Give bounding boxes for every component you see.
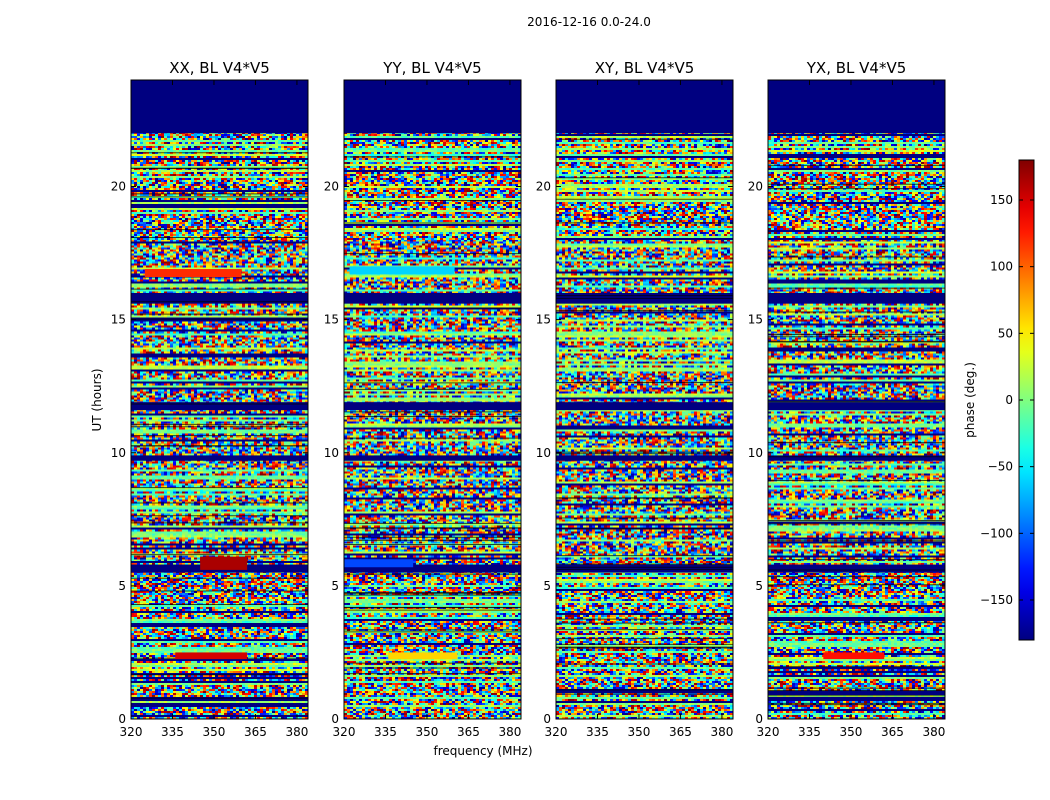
y-tick-label: 15: [111, 313, 126, 327]
x-tick-label: 320: [120, 725, 143, 739]
y-tick-label: 0: [331, 712, 339, 726]
no-data-band: [344, 402, 521, 411]
no-data-band: [768, 564, 945, 573]
y-tick-label: 10: [111, 446, 126, 460]
panel-yy: YY, BL V4*V5 320 335 350 365 380 0 5 10 15 20: [324, 59, 522, 739]
no-data-band: [556, 455, 733, 461]
y-tick-label: 5: [755, 579, 763, 593]
phase-feature: [344, 559, 414, 568]
panel-title: XX, BL V4*V5: [169, 59, 270, 77]
phase-heatmap: [131, 80, 308, 719]
no-data-band: [556, 564, 733, 573]
panel-xy: XY, BL V4*V5 320 335 350 365 380 0 5 10 15 20: [536, 59, 734, 739]
panel-title: YY, BL V4*V5: [382, 59, 481, 77]
x-tick-label: 320: [757, 725, 780, 739]
y-tick-label: 10: [748, 446, 763, 460]
y-tick-label: 5: [118, 579, 126, 593]
x-tick-label: 365: [669, 725, 692, 739]
colorbar-tick-label: 100: [990, 260, 1013, 274]
figure-suptitle: 2016-12-16 0.0-24.0: [527, 15, 651, 29]
y-tick-label: 15: [536, 313, 551, 327]
no-data-band: [768, 293, 945, 304]
phase-heatmap: [344, 80, 521, 719]
x-tick-label: 380: [922, 725, 945, 739]
y-tick-label: 0: [543, 712, 551, 726]
y-tick-label: 0: [755, 712, 763, 726]
no-data-band: [131, 455, 308, 461]
y-axis-label: UT (hours): [90, 368, 104, 431]
x-axis-label: frequency (MHz): [433, 744, 532, 758]
panel-frame: [343, 79, 522, 720]
y-tick-label: 5: [543, 579, 551, 593]
y-tick-label: 10: [324, 446, 339, 460]
phase-feature: [175, 652, 248, 660]
no-data-band: [344, 80, 521, 134]
y-tick-label: 0: [118, 712, 126, 726]
no-data-band: [344, 455, 521, 461]
x-tick-label: 380: [498, 725, 521, 739]
colorbar-tick-label: 150: [990, 193, 1013, 207]
colorbar-tick-label: −50: [988, 460, 1013, 474]
x-tick-label: 350: [840, 725, 863, 739]
phase-feature: [144, 269, 242, 278]
phase-heatmap: [768, 80, 945, 719]
no-data-band: [344, 293, 521, 304]
x-tick-label: 365: [881, 725, 904, 739]
panel-title: XY, BL V4*V5: [595, 59, 695, 77]
y-tick-label: 5: [331, 579, 339, 593]
x-tick-label: 335: [161, 725, 184, 739]
panel-yx: YX, BL V4*V5 320 335 350 365 380 0 5 10 15 20: [748, 59, 946, 739]
phase-heatmap: [556, 80, 733, 719]
x-tick-label: 380: [285, 725, 308, 739]
x-tick-label: 320: [545, 725, 568, 739]
no-data-band: [768, 80, 945, 134]
phase-feature: [200, 556, 248, 570]
x-tick-label: 350: [203, 725, 226, 739]
panel-title: YX, BL V4*V5: [806, 59, 907, 77]
colorbar: 150 100 50 0 −50 −100 −150: [980, 159, 1035, 641]
y-tick-label: 15: [324, 313, 339, 327]
x-tick-label: 365: [244, 725, 267, 739]
no-data-band: [768, 402, 945, 411]
y-tick-label: 10: [536, 446, 551, 460]
x-tick-label: 335: [798, 725, 821, 739]
x-tick-label: 350: [416, 725, 439, 739]
no-data-band: [131, 402, 308, 411]
x-tick-label: 380: [710, 725, 733, 739]
no-data-band: [131, 80, 308, 134]
panel-frame: [767, 79, 946, 720]
colorbar-tick-label: −150: [980, 593, 1013, 607]
panel-xx: XX, BL V4*V5 320 335 350 365 380 0 5 10 15 20: [111, 59, 309, 739]
no-data-band: [556, 402, 733, 411]
colorbar-label: phase (deg.): [963, 362, 977, 438]
phase-feature: [823, 652, 885, 660]
x-tick-label: 365: [457, 725, 480, 739]
colorbar-tick-label: −100: [980, 526, 1013, 540]
colorbar-tick-label: 50: [998, 326, 1013, 340]
no-data-band: [768, 455, 945, 461]
no-data-band: [556, 80, 733, 134]
x-tick-label: 320: [333, 725, 356, 739]
y-tick-label: 20: [111, 180, 126, 194]
y-tick-label: 20: [324, 180, 339, 194]
phase-feature: [349, 266, 455, 275]
panel-frame: [130, 79, 309, 720]
y-tick-label: 15: [748, 313, 763, 327]
no-data-band: [131, 293, 308, 304]
y-tick-label: 20: [748, 180, 763, 194]
x-tick-label: 335: [586, 725, 609, 739]
x-tick-label: 350: [628, 725, 651, 739]
phase-feature: [388, 652, 458, 660]
x-tick-label: 335: [374, 725, 397, 739]
panel-frame: [555, 79, 734, 720]
y-tick-label: 20: [536, 180, 551, 194]
colorbar-tick-label: 0: [1005, 393, 1013, 407]
no-data-band: [344, 564, 521, 573]
